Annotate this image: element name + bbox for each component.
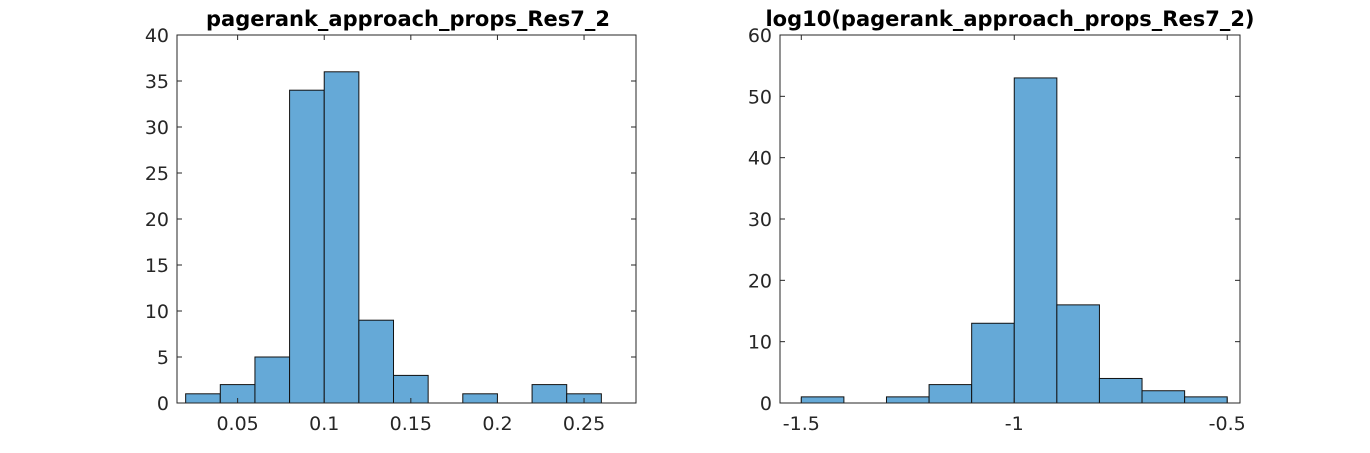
y-tick-label: 35 (145, 71, 169, 93)
x-tick-label: 0.2 (482, 413, 512, 435)
histogram-bar (800, 396, 845, 404)
y-tick-label: 0 (760, 393, 772, 415)
y-tick-label: 30 (748, 209, 772, 231)
y-tick-label: 20 (145, 209, 169, 231)
y-tick-label: 40 (145, 25, 169, 47)
histogram-bar (323, 71, 360, 404)
x-tick-label: 0.1 (309, 413, 339, 435)
histogram-bar (462, 393, 498, 404)
y-tick-label: 5 (157, 347, 169, 369)
axes-box (176, 34, 637, 404)
y-tick-label: 50 (748, 86, 772, 108)
histogram-bar (531, 384, 568, 404)
histogram-bar (289, 89, 325, 404)
y-tick-label: 10 (748, 332, 772, 354)
y-tick-label: 20 (748, 270, 772, 292)
histogram-bar (358, 319, 395, 404)
y-tick-label: 25 (145, 163, 169, 185)
histogram-panel-left: pagerank_approach_props_Res7_2 0 5 10 15 20 2… (145, 7, 637, 435)
x-tick-label: -0.5 (1209, 413, 1246, 435)
chart-title: log10(pagerank_approach_props_Res7_2) (765, 7, 1254, 31)
histogram-bar (185, 393, 221, 404)
y-tick-label: 15 (145, 255, 169, 277)
y-tick-label: 40 (748, 148, 772, 170)
x-tick-label: 0.05 (216, 413, 258, 435)
histogram-bar (1013, 77, 1058, 404)
chart-title: pagerank_approach_props_Res7_2 (206, 7, 610, 31)
x-tick-label: 0.25 (563, 413, 605, 435)
y-tick-label: 30 (145, 117, 169, 139)
histogram-bar (885, 396, 930, 404)
histogram-panel-right: log10(pagerank_approach_props_Res7_2) 0 1… (748, 7, 1255, 435)
x-tick-label: 0.15 (390, 413, 432, 435)
histogram-bar (254, 356, 291, 404)
histogram-bar (1098, 377, 1143, 404)
x-tick-label: -1 (1005, 413, 1024, 435)
y-tick-label: 0 (157, 393, 169, 415)
histogram-bar (1141, 390, 1186, 404)
y-tick-label: 60 (748, 25, 772, 47)
x-tick-label: -1.5 (783, 413, 820, 435)
y-tick-label: 10 (145, 301, 169, 323)
histogram-bar (928, 384, 973, 404)
histogram-bar (971, 322, 1015, 404)
histogram-bar (1184, 396, 1228, 404)
histogram-bar (1056, 304, 1100, 404)
